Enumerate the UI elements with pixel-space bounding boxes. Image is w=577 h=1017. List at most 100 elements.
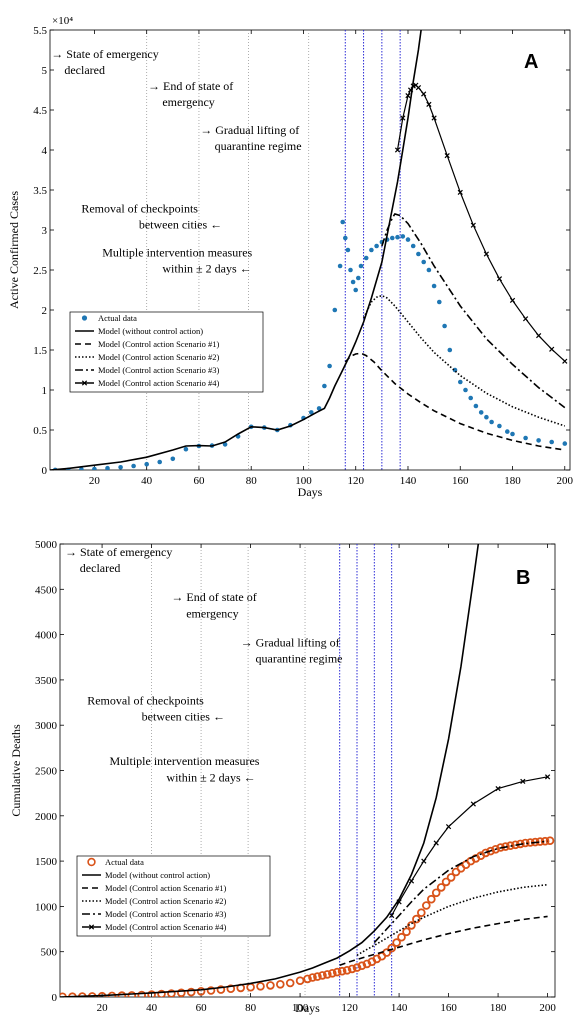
annotation-text: → Gradual lifting of xyxy=(241,635,340,649)
annotation-text: declared xyxy=(64,63,105,77)
plot-frame xyxy=(49,29,571,471)
data-point xyxy=(416,251,421,257)
series-marker xyxy=(470,222,476,228)
data-point xyxy=(295,976,305,985)
series-marker xyxy=(389,912,395,919)
data-point xyxy=(177,988,186,997)
legend-label: Model (Control action Scenario #4) xyxy=(105,922,227,932)
series-marker xyxy=(470,801,476,807)
data-point xyxy=(266,981,275,990)
data-point xyxy=(463,387,468,393)
data-point xyxy=(369,247,374,253)
series-marker xyxy=(426,101,432,108)
panel-label: B xyxy=(516,567,530,589)
data-point xyxy=(327,968,337,978)
series-marker xyxy=(520,778,526,784)
y-tick-label: 1.5 xyxy=(33,345,47,357)
y-tick-label: 4000 xyxy=(35,630,58,642)
legend-label: Model (Control action Scenario #3) xyxy=(98,365,220,375)
series-line xyxy=(344,352,565,451)
legend-marker xyxy=(81,380,88,386)
data-point xyxy=(536,438,541,443)
x-tick-label: 160 xyxy=(452,475,469,487)
y-tick-label: 1000 xyxy=(35,901,58,913)
annotation-text: quarantine regime xyxy=(256,652,343,666)
data-point xyxy=(562,441,568,446)
data-point xyxy=(400,234,406,239)
series-line xyxy=(396,84,566,362)
x-tick-label: 160 xyxy=(440,1002,457,1014)
data-point xyxy=(347,964,357,974)
data-point xyxy=(523,435,528,441)
data-point xyxy=(501,842,510,851)
y-tick-label: 500 xyxy=(41,947,58,959)
data-point xyxy=(397,932,406,942)
annotation-text: Multiple intervention measures xyxy=(102,245,252,259)
legend-label: Model (Control action Scenario #3) xyxy=(105,909,227,919)
x-tick-label: 140 xyxy=(391,1002,408,1014)
legend-label: Model (Control action Scenario #2) xyxy=(98,352,220,362)
data-point xyxy=(157,989,166,997)
data-point xyxy=(540,836,550,846)
data-point xyxy=(431,283,437,289)
data-point xyxy=(183,446,189,452)
y-tick-label: 3 xyxy=(42,225,48,237)
x-axis-label: Days xyxy=(295,1001,320,1015)
y-tick-label: 0 xyxy=(42,465,48,477)
data-point xyxy=(473,403,479,409)
data-point xyxy=(322,383,327,389)
data-point xyxy=(416,908,426,917)
y-multiplier-label: ×10⁴ xyxy=(52,15,73,27)
x-tick-label: 20 xyxy=(89,475,101,487)
data-point xyxy=(357,961,367,970)
series-marker xyxy=(536,332,542,339)
series-line xyxy=(50,30,422,470)
data-point xyxy=(285,978,295,988)
data-point xyxy=(520,838,530,848)
data-point xyxy=(442,323,447,329)
legend-marker xyxy=(81,315,88,321)
x-tick-label: 120 xyxy=(341,1002,358,1014)
series-line xyxy=(373,840,548,944)
chart-panel-A: 20 40 60 80 100 120 140 160 180 200 0 0.5 1 1.5 2 2.5 3 3… xyxy=(7,15,574,499)
series-marker xyxy=(400,115,406,121)
data-point xyxy=(92,466,97,470)
data-point xyxy=(478,410,484,415)
annotation-text: → End of state of xyxy=(148,79,233,93)
y-tick-label: 0.5 xyxy=(33,425,47,437)
annotation-text: declared xyxy=(80,561,121,575)
annotation-text: → Gradual lifting of xyxy=(200,123,299,137)
data-point xyxy=(446,873,456,882)
data-point xyxy=(186,987,196,997)
data-point xyxy=(256,981,265,991)
y-tick-label: 4500 xyxy=(35,584,58,596)
legend-label: Model (Control action Scenario #1) xyxy=(105,883,227,893)
data-point xyxy=(157,459,162,465)
data-point xyxy=(353,287,359,293)
data-point xyxy=(206,986,216,995)
y-tick-label: 3.5 xyxy=(33,185,47,197)
series-marker xyxy=(394,147,401,153)
data-point xyxy=(137,990,146,997)
y-tick-label: 5000 xyxy=(35,539,58,551)
series-marker xyxy=(509,297,516,304)
data-point xyxy=(118,465,123,470)
series-marker xyxy=(433,840,439,846)
series-line xyxy=(356,883,548,956)
data-point xyxy=(447,347,453,353)
y-tick-label: 0 xyxy=(52,992,58,1004)
plot-area xyxy=(60,544,555,997)
data-point xyxy=(426,894,436,904)
data-point xyxy=(374,243,379,249)
data-point xyxy=(497,423,502,429)
annotation-text: emergency xyxy=(186,606,238,620)
data-point xyxy=(506,841,515,850)
data-point xyxy=(216,985,226,994)
data-point xyxy=(392,938,401,947)
data-point xyxy=(545,836,555,845)
data-point xyxy=(407,921,416,930)
legend-box xyxy=(76,855,271,937)
data-point xyxy=(491,844,500,854)
legend: Actual data Model (without control action… xyxy=(76,855,271,937)
data-point xyxy=(79,467,84,470)
